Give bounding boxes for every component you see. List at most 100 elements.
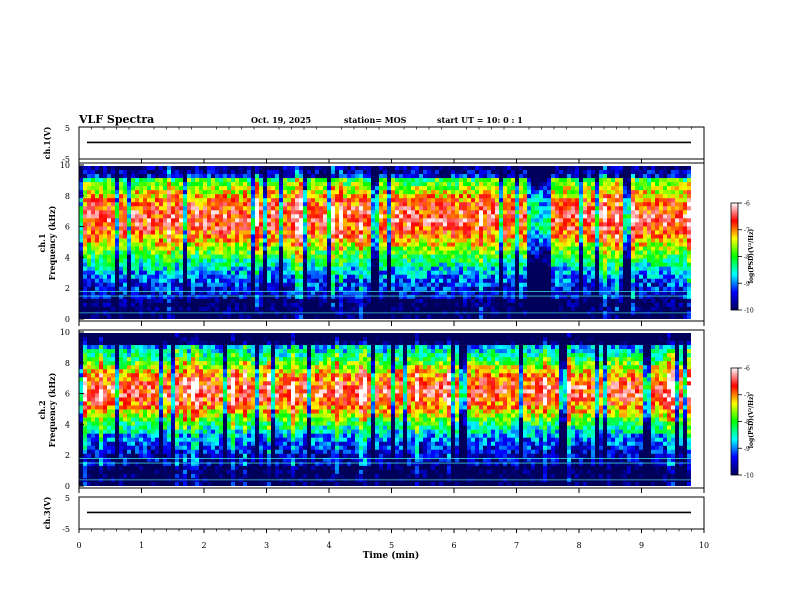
spectrogram-cell [555, 210, 560, 215]
spectrogram-cell [91, 254, 96, 259]
spectrogram-cell [435, 286, 440, 292]
spectrogram-cell [407, 190, 412, 195]
spectrogram-cell [491, 214, 496, 219]
spectrogram-cell [127, 282, 132, 288]
spectrogram-cell [179, 294, 184, 300]
spectrogram-cell [379, 278, 384, 284]
spectrogram-cell [291, 274, 296, 280]
spectrogram-cell [551, 234, 556, 239]
spectrogram-cell [303, 314, 308, 319]
spectrogram-cell [423, 270, 428, 276]
spectrogram-cell [407, 274, 412, 280]
spectrogram-cell [383, 294, 388, 300]
spectrogram-cell [511, 306, 516, 312]
spectrogram-cell [467, 178, 472, 183]
spectrogram-cell [591, 238, 596, 243]
spectrogram-cell [367, 274, 372, 280]
spectrogram-cell [267, 290, 272, 296]
spectrogram-cell [579, 274, 584, 280]
spectrogram-cell [443, 286, 448, 292]
spectrogram-cell [591, 306, 596, 312]
spectrogram-cell [195, 226, 200, 231]
spectrogram-cell [207, 170, 212, 175]
spectrogram-cell [107, 222, 112, 227]
spectrogram-cell [463, 294, 468, 300]
spectrogram-cell [175, 230, 180, 235]
spectrogram-cell [171, 246, 176, 251]
spectrogram-cell [567, 226, 572, 231]
spectrogram-cell [111, 198, 116, 203]
spectrogram-cell [543, 198, 548, 203]
spectrogram-cell [531, 166, 536, 171]
spectrogram-cell [595, 298, 600, 304]
spectrogram-cell [271, 298, 276, 304]
spectrogram-cell [211, 306, 216, 312]
spectrogram-cell [195, 278, 200, 284]
spectrogram-cell [103, 262, 108, 267]
spectrogram-cell [511, 194, 516, 199]
spectrogram-cell [547, 254, 552, 259]
spectrogram-cell [399, 282, 404, 288]
spectrogram-cell [419, 190, 424, 195]
spectrogram-cell [523, 290, 528, 296]
spectrogram-cell [579, 254, 584, 259]
spectrogram-cell [423, 170, 428, 175]
spectrogram-cell [439, 282, 444, 288]
spectrogram-cell [351, 254, 356, 259]
spectrogram-cell [283, 262, 288, 267]
spectrogram-cell [327, 174, 332, 179]
spectrogram-cell [483, 306, 488, 312]
spectrogram-cell [83, 190, 88, 195]
spectrogram-cell [135, 174, 140, 179]
spectrogram-cell [591, 274, 596, 280]
spectrogram-cell [455, 262, 460, 267]
spectrogram-cell [215, 258, 220, 263]
spectrogram-cell [135, 202, 140, 207]
spectrogram-cell [587, 182, 592, 187]
spectrogram-cell [331, 170, 336, 175]
spectrogram-cell [143, 166, 148, 171]
spectrogram-cell [167, 206, 172, 211]
spectrogram-cell [195, 294, 200, 300]
spectrogram-cell [575, 198, 580, 203]
spectrogram-cell [179, 238, 184, 243]
spectrogram-cell [139, 186, 144, 191]
spectrogram-cell [295, 286, 300, 292]
spectrogram-cell [387, 270, 392, 276]
spectrogram-cell [439, 182, 444, 187]
spectrogram-cell [427, 202, 432, 207]
spectrogram-cell [319, 262, 324, 267]
spectrogram-cell [443, 314, 448, 319]
spectrogram-cell [411, 182, 416, 187]
spectrogram-cell [311, 242, 316, 247]
spectrogram-cell [495, 254, 500, 259]
spectrogram-cell [539, 266, 544, 271]
spectrogram-cell [371, 270, 376, 276]
spectrogram-cell [343, 226, 348, 231]
spectrogram-cell [207, 238, 212, 243]
spectrogram-cell [363, 230, 368, 235]
spectrogram-cell [555, 166, 560, 171]
spectrogram-cell [315, 250, 320, 255]
spectrogram-cell [463, 258, 468, 263]
spectrogram-cell [427, 298, 432, 304]
spectrogram-cell [387, 306, 392, 312]
spectrogram-cell [187, 174, 192, 179]
spectrogram-cell [179, 278, 184, 284]
spectrogram-cell [171, 226, 176, 231]
spectrogram-cell [279, 222, 284, 227]
spectrogram-cell [187, 186, 192, 191]
spectrogram-cell [387, 254, 392, 259]
spectrogram-cell [79, 286, 84, 292]
spectrogram-cell [511, 250, 516, 255]
spectrogram-cell [403, 206, 408, 211]
spectrogram-cell [131, 178, 136, 183]
spectrogram-cell [335, 262, 340, 267]
spectrogram-cell [359, 174, 364, 179]
spectrogram-cell [227, 238, 232, 243]
spectrogram-cell [479, 250, 484, 255]
spectrogram-cell [387, 202, 392, 207]
spectrogram-cell [427, 190, 432, 195]
spectrogram-cell [383, 230, 388, 235]
spectrogram-cell [227, 278, 232, 284]
